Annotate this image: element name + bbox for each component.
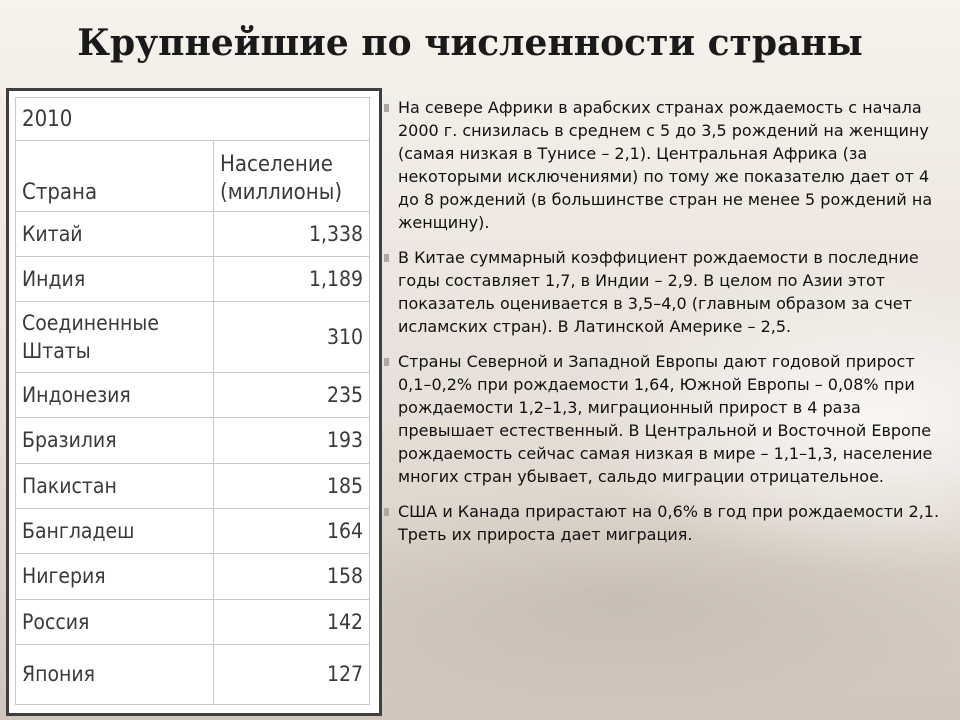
table-row: Соединенные Штаты 310 [15, 301, 371, 374]
country-cell: Россия [15, 598, 214, 645]
table-year-row: 2010 [14, 96, 371, 142]
population-cell: 164 [212, 507, 371, 555]
note-item: На севере Африки в арабских странах рожд… [384, 96, 944, 234]
note-text: Страны Северной и Западной Европы дают г… [398, 352, 933, 486]
note-text: На севере Африки в арабских странах рожд… [398, 98, 933, 232]
population-table-frame: 2010 Страна Население (миллионы) Китай 1… [6, 88, 382, 716]
table-year: 2010 [14, 96, 371, 142]
population-cell: 193 [212, 417, 371, 464]
table-row: Индонезия 235 [15, 372, 371, 419]
population-cell: 142 [212, 598, 371, 645]
note-item: США и Канада прирастают на 0,6% в год пр… [384, 500, 944, 546]
table-row: Индия 1,189 [15, 256, 371, 303]
table-row: Япония 127 [15, 643, 371, 706]
population-cell: 1,338 [212, 210, 371, 258]
population-cell: 1,189 [212, 256, 371, 303]
country-cell-line1: Соединенные [22, 311, 159, 336]
population-cell: 310 [212, 301, 371, 374]
country-cell: Бразилия [15, 417, 214, 464]
country-cell: Бангладеш [15, 507, 214, 555]
country-cell: Индонезия [15, 372, 214, 419]
header-population-line2: (миллионы) [220, 179, 343, 205]
country-cell: Индия [15, 256, 214, 303]
population-table: 2010 Страна Население (миллионы) Китай 1… [14, 96, 371, 706]
note-item: Страны Северной и Западной Европы дают г… [384, 350, 944, 488]
table-row: Россия 142 [15, 598, 371, 645]
population-cell: 158 [212, 553, 371, 600]
table-row: Нигерия 158 [15, 553, 371, 600]
header-population: Население (миллионы) [212, 140, 371, 212]
note-text: В Китае суммарный коэффициент рождаемост… [398, 248, 919, 336]
bullet-icon [384, 508, 389, 516]
country-cell: Китай [15, 210, 214, 258]
table-header-row: Страна Население (миллионы) [15, 140, 371, 212]
note-text: США и Канада прирастают на 0,6% в год пр… [398, 502, 940, 544]
population-cell: 235 [212, 372, 371, 419]
table-row: Бразилия 193 [15, 417, 371, 464]
note-item: В Китае суммарный коэффициент рождаемост… [384, 246, 944, 338]
country-cell: Пакистан [15, 462, 214, 509]
table-row: Пакистан 185 [15, 462, 371, 509]
bullet-icon [384, 358, 389, 366]
notes-list: На севере Африки в арабских странах рожд… [384, 96, 944, 558]
table-row: Китай 1,338 [15, 210, 371, 258]
slide-title: Крупнейшие по численности страны [77, 22, 863, 64]
country-cell: Соединенные Штаты [15, 301, 214, 374]
header-population-line1: Население [220, 151, 333, 177]
bullet-icon [384, 104, 389, 112]
country-cell: Япония [15, 643, 214, 706]
population-cell: 127 [212, 643, 371, 706]
table-row: Бангладеш 164 [15, 507, 371, 555]
country-cell-line2: Штаты [22, 339, 91, 364]
population-cell: 185 [212, 462, 371, 509]
header-country: Страна [15, 140, 214, 212]
bullet-icon [384, 254, 389, 262]
country-cell: Нигерия [15, 553, 214, 600]
